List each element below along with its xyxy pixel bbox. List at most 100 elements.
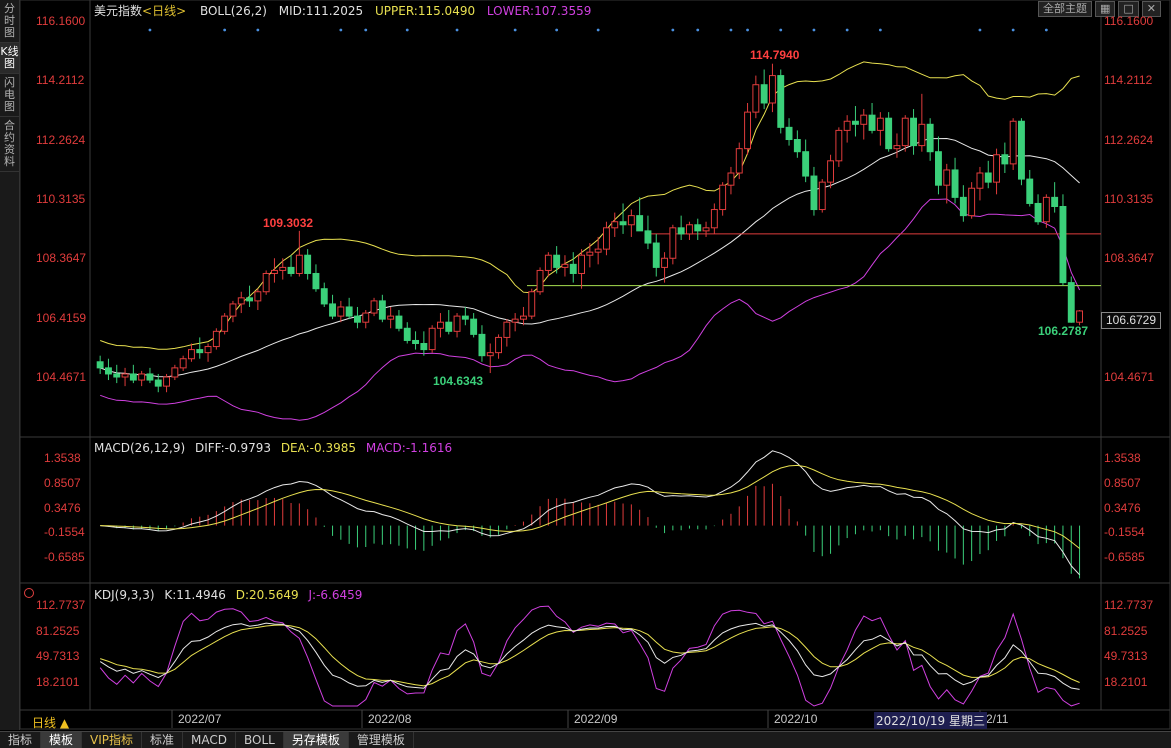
candle-body — [843, 120, 851, 131]
candle-body — [229, 303, 237, 317]
price-tick-label: 104.4671 — [1104, 370, 1155, 384]
candle-body — [669, 227, 677, 259]
signal-dot — [1044, 28, 1048, 32]
x-label-nov: 2/11 — [986, 712, 1009, 726]
candle-body — [959, 196, 967, 217]
kdj-tick-label: 18.2101 — [1104, 675, 1148, 689]
tab-macd[interactable]: MACD — [183, 732, 237, 748]
candle-body — [661, 257, 668, 268]
boll-lower-line — [100, 198, 1081, 421]
candle-body — [246, 297, 254, 302]
candle-body — [827, 160, 834, 183]
macd-diff-line — [100, 450, 1080, 576]
candle-body — [802, 151, 810, 177]
chart-canvas[interactable] — [0, 0, 1171, 730]
candle-body — [461, 315, 469, 320]
signal-dot — [364, 28, 368, 32]
sidebar-tab-flash[interactable]: 闪电图 — [0, 74, 19, 117]
window-controls: 全部主题 ▦ □ ✕ — [1037, 1, 1161, 17]
swing-high-annotation: 109.3032 — [263, 216, 314, 230]
sidebar-tab-contract-info[interactable]: 合约资料 — [0, 117, 19, 172]
price-tick-label: 104.4671 — [36, 370, 87, 384]
x-label-sep: 2022/09 — [574, 712, 618, 726]
candle-body — [603, 227, 610, 250]
candle-body — [271, 269, 278, 274]
boll-label[interactable]: BOLL(26,2) — [199, 4, 267, 18]
tab-vip-indicator[interactable]: VIP指标 — [82, 732, 143, 748]
kdj-tick-label: 112.7737 — [36, 598, 86, 612]
price-tick-label: 108.3647 — [36, 251, 87, 266]
candle-body — [901, 117, 909, 147]
candle-body — [594, 248, 602, 253]
candle-body — [1026, 178, 1034, 204]
sidebar-tab-timeshare[interactable]: 分时图 — [0, 0, 19, 43]
kdj-tick-label: 81.2525 — [1104, 623, 1148, 638]
tab-standard[interactable]: 标准 — [142, 732, 184, 748]
kdj-indicator-bar: KDJ(9,3,3) K:11.4946 D:20.5649 J:-6.6459 — [94, 588, 368, 602]
candle-body — [478, 333, 486, 357]
settings-icon[interactable]: ▦ — [1094, 1, 1116, 17]
candle-body — [312, 272, 320, 290]
candle-body — [129, 373, 137, 381]
last-low-annotation: 106.2787 — [1038, 324, 1089, 338]
candle-body — [1059, 206, 1067, 284]
signal-dot — [845, 28, 849, 32]
price-tick-label: 112.2624 — [1104, 132, 1154, 147]
candle-body — [793, 139, 801, 153]
candle-body — [710, 209, 718, 229]
tab-template[interactable]: 模板 — [41, 732, 83, 748]
indicator-toggle-icon[interactable] — [24, 588, 34, 598]
signal-dot — [513, 28, 517, 32]
signal-dot — [812, 28, 816, 32]
candle-body — [295, 254, 303, 274]
current-price-tag: 106.6729 — [1101, 312, 1161, 329]
sidebar-tab-kline[interactable]: K线图 — [0, 43, 19, 74]
price-tick-label: 116.1600 — [36, 14, 86, 28]
kdj-title[interactable]: KDJ(9,3,3) — [94, 588, 155, 602]
period-button[interactable]: 日线 ▲ — [32, 716, 70, 730]
signal-dot — [729, 28, 733, 32]
candle-body — [520, 315, 527, 320]
candle-body — [221, 315, 229, 332]
signal-dot — [779, 28, 783, 32]
candle-body — [354, 315, 361, 323]
x-label-aug: 2022/08 — [368, 712, 412, 726]
signal-dot — [671, 28, 675, 32]
crosshair-date-tip: 2022/10/19 星期三 — [874, 712, 987, 729]
price-tick-label: 116.1600 — [1104, 14, 1154, 28]
tab-manage-template[interactable]: 管理模板 — [349, 732, 414, 748]
maximize-icon[interactable]: □ — [1118, 1, 1139, 17]
tab-boll[interactable]: BOLL — [236, 732, 284, 748]
candle-body — [196, 349, 204, 354]
candle-body — [287, 266, 295, 274]
candle-body — [179, 358, 187, 369]
candle-body — [1001, 154, 1009, 165]
signal-dot — [223, 28, 227, 32]
kdj-tick-label: 18.2101 — [36, 675, 80, 689]
kdj-d-line — [100, 624, 1080, 687]
candle-body — [154, 379, 162, 387]
tab-save-template[interactable]: 另存模板 — [283, 732, 349, 748]
boll-mid: MID:111.2025 — [278, 4, 364, 18]
candle-body — [760, 84, 768, 104]
boll-upper-line — [100, 61, 1080, 350]
close-icon[interactable]: ✕ — [1141, 1, 1161, 17]
candle-body — [984, 172, 992, 183]
period-label[interactable]: <日线> — [142, 4, 187, 18]
candle-body — [702, 227, 710, 232]
candle-body — [785, 126, 793, 141]
candle-body — [536, 269, 544, 293]
candle-body — [254, 291, 262, 302]
macd-dea-line — [100, 464, 1080, 549]
candle-body — [885, 117, 893, 150]
scope-select[interactable]: 全部主题 — [1037, 1, 1092, 17]
candle-body — [362, 312, 370, 323]
signal-dot — [148, 28, 152, 32]
tab-indicator[interactable]: 指标 — [0, 732, 42, 748]
macd-title[interactable]: MACD(26,12,9) — [94, 441, 186, 455]
candle-body — [769, 75, 776, 104]
candle-body — [876, 117, 884, 131]
x-label-oct: 2022/10 — [774, 712, 818, 726]
signal-dot — [405, 28, 409, 32]
price-tick-label: 110.3135 — [36, 192, 86, 206]
